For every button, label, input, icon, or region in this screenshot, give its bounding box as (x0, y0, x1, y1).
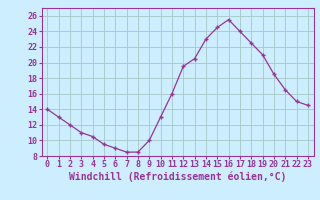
X-axis label: Windchill (Refroidissement éolien,°C): Windchill (Refroidissement éolien,°C) (69, 172, 286, 182)
